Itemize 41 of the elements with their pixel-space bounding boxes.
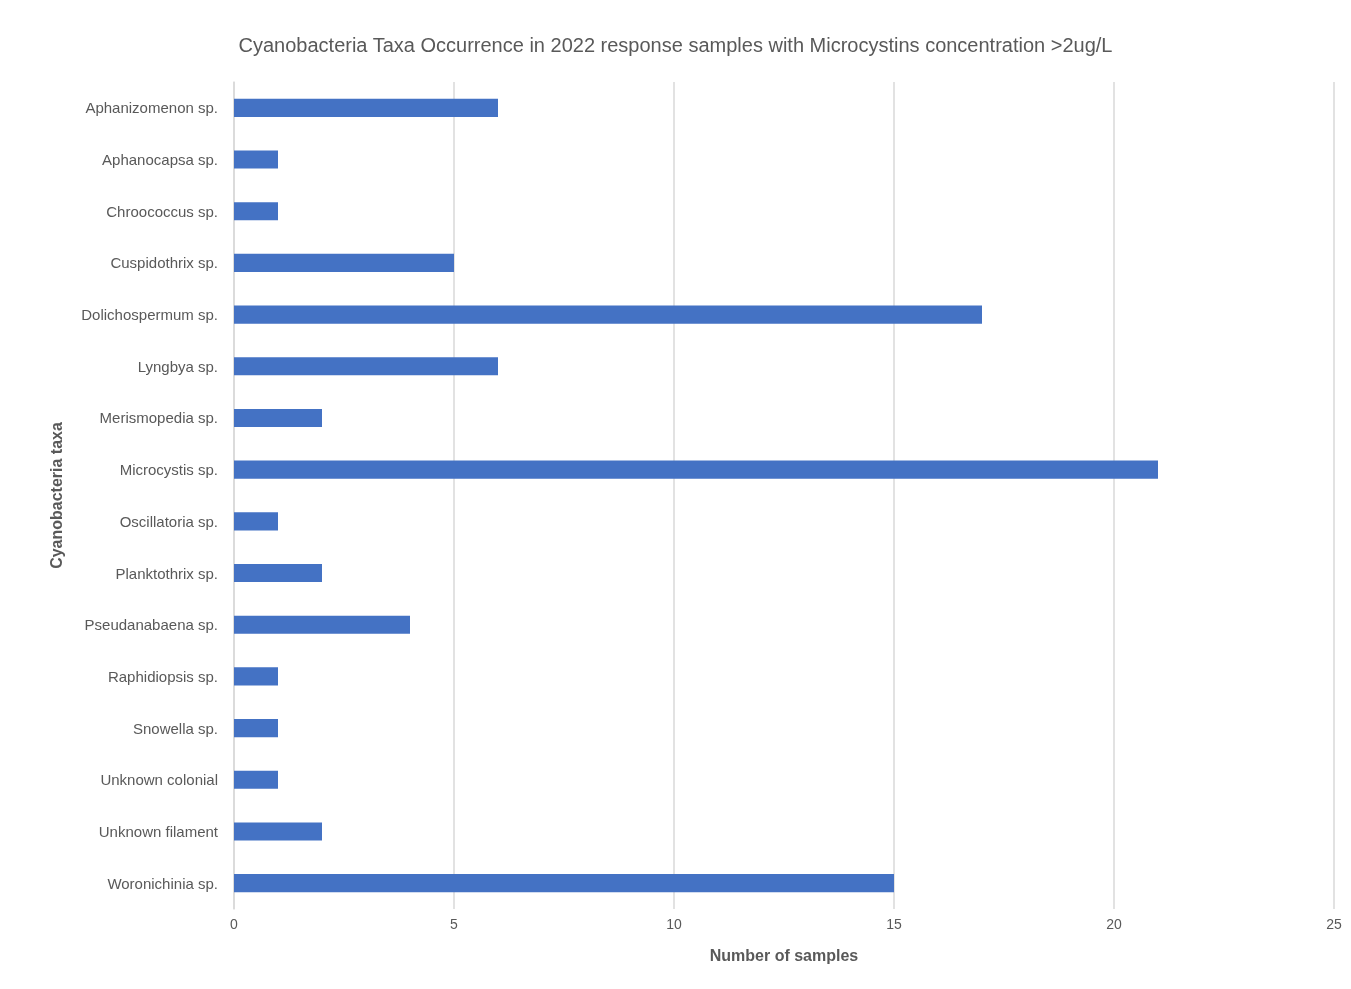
bar [234,202,278,221]
x-tick-label: 15 [886,916,902,932]
y-tick-label: Unknown filament [98,822,219,840]
y-axis-title: Cyanobacteria taxa [47,422,65,569]
y-tick-label: Merismopedia sp. [99,409,218,427]
bar [234,357,498,376]
x-tick-label: 25 [1326,916,1342,932]
y-tick-label: Planktothrix sp. [115,564,218,582]
x-tick-label: 5 [450,916,459,932]
bar [234,874,894,893]
bar [234,563,322,583]
x-tick-label: 10 [666,916,682,932]
bar [234,253,454,272]
x-tick-label: 20 [1106,916,1122,932]
bar [234,615,410,634]
y-tick-label: Microcystis sp. [119,461,218,479]
x-tick-label: 0 [230,916,239,932]
bar [234,150,278,169]
bar [234,822,322,841]
bar [234,512,278,531]
y-tick-label: Oscillatoria sp. [119,512,218,530]
bar [234,305,982,324]
y-tick-label: Cuspidothrix sp. [110,254,218,272]
bar [234,98,498,117]
y-tick-label: Raphidiopsis sp. [107,667,218,685]
chart-title: Cyanobacteria Taxa Occurrence in 2022 response samples with Microcystins concentration >2ug/L [238,34,1113,56]
bar [234,770,278,789]
bar [234,408,322,428]
x-axis-title: Number of samples [709,946,859,964]
bar [234,667,278,686]
y-tick-label: Snowella sp. [132,719,218,737]
bar [234,460,1158,479]
y-tick-label: Unknown colonial [100,771,218,789]
bar [234,719,278,738]
y-tick-label: Aphanocapsa sp. [102,151,218,169]
y-tick-label: Chroococcus sp. [106,202,218,220]
y-tick-label: Dolichospermum sp. [81,306,218,324]
y-tick-label: Lyngbya sp. [137,357,218,375]
y-tick-label: Aphanizomenon sp. [85,99,218,117]
y-tick-label: Pseudanabaena sp. [84,616,218,634]
y-tick-label: Woronichinia sp. [107,874,218,892]
